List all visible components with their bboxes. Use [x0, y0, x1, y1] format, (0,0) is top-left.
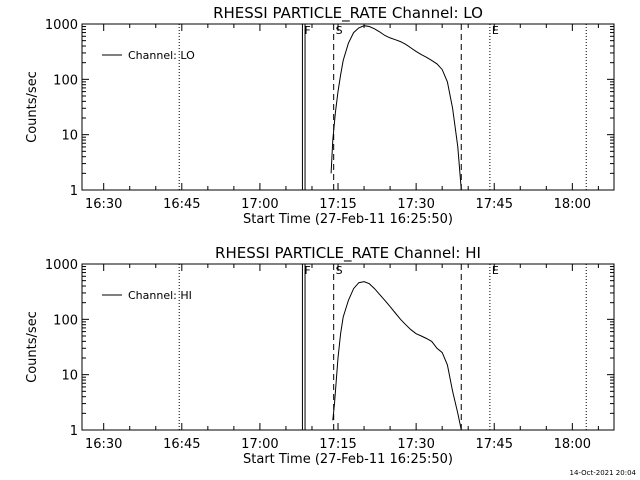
x-tick-label: 17:15: [319, 437, 356, 452]
footer-timestamp: 14-Oct-2021 20:04: [570, 469, 637, 477]
y-tick-label: 10: [61, 129, 78, 144]
y-axis-label: Counts/sec: [25, 71, 40, 143]
x-tick-label: 17:30: [397, 197, 434, 212]
x-tick-label: 18:00: [554, 437, 591, 452]
legend-entry: Channel: HI: [128, 289, 192, 302]
marker-label: S: [336, 24, 343, 37]
x-tick-label: 17:15: [319, 197, 356, 212]
y-tick-label: 1000: [45, 18, 78, 33]
plot-frame: [81, 263, 615, 431]
y-tick-label: 100: [53, 313, 78, 328]
marker-label: E: [492, 24, 499, 37]
x-tick-label: 17:00: [241, 197, 278, 212]
y-tick-label: 1: [70, 424, 78, 439]
x-tick-label: 17:00: [241, 437, 278, 452]
x-tick-label: 16:45: [163, 197, 200, 212]
y-tick-label: 1: [70, 184, 78, 199]
chart-title: RHESSI PARTICLE_RATE Channel: LO: [213, 4, 483, 23]
y-tick-label: 10: [61, 369, 78, 384]
x-tick-label: 16:30: [85, 197, 122, 212]
chart-title: RHESSI PARTICLE_RATE Channel: HI: [215, 244, 481, 263]
chart-panel-hi: RHESSI PARTICLE_RATE Channel: HI 1 10 100 10…: [25, 244, 615, 467]
x-tick-label: 18:00: [554, 197, 591, 212]
marker-label: F: [304, 24, 310, 37]
x-axis-label: Start Time (27-Feb-11 16:25:50): [243, 212, 453, 227]
x-tick-label: 16:30: [85, 437, 122, 452]
series-line: [332, 281, 462, 431]
x-tick-label: 17:45: [476, 437, 513, 452]
x-tick-label: 16:45: [163, 437, 200, 452]
x-tick-label: 17:45: [476, 197, 513, 212]
chart-panel-lo: RHESSI PARTICLE_RATE Channel: LO 1 10 100 10…: [25, 4, 615, 227]
marker-label: F: [304, 264, 310, 277]
plot-frame: [81, 23, 615, 191]
y-tick-label: 1000: [45, 258, 78, 273]
y-tick-label: 100: [53, 73, 78, 88]
marker-label: S: [336, 264, 343, 277]
y-axis-label: Counts/sec: [25, 311, 40, 383]
marker-label: E: [492, 264, 499, 277]
x-axis-label: Start Time (27-Feb-11 16:25:50): [243, 452, 453, 467]
x-tick-label: 17:30: [397, 437, 434, 452]
legend-entry: Channel: LO: [128, 49, 195, 62]
series-line: [330, 25, 462, 191]
